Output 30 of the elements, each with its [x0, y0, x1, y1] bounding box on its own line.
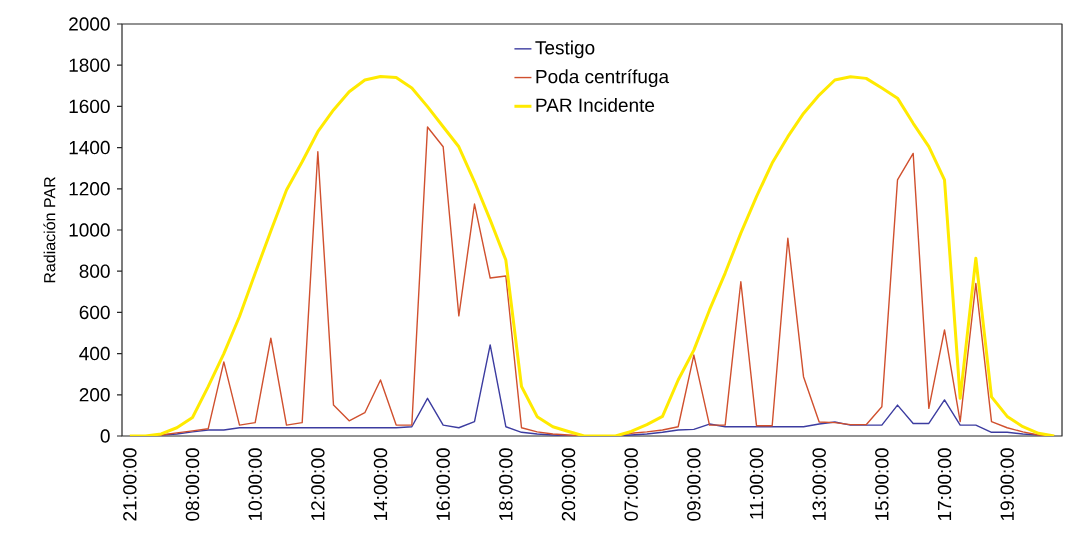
legend-label: Testigo — [535, 40, 595, 59]
y-axis-title: Radiación PAR — [43, 177, 56, 283]
x-tick-label: 07:00:00 — [624, 448, 638, 521]
y-tick-label: 1400 — [69, 140, 110, 155]
y-tick-label: 600 — [79, 305, 110, 320]
y-tick-label: 200 — [79, 388, 110, 402]
x-tick-label: 10:00:00 — [248, 448, 262, 521]
x-tick-label: 20:00:00 — [561, 448, 576, 521]
x-tick-label: 11:00:00 — [749, 448, 764, 519]
y-tick-label: 800 — [79, 264, 110, 278]
y-tick-label: 0 — [100, 429, 110, 443]
y-tick-label: 1000 — [69, 223, 110, 237]
x-tick-label: 21:00:00 — [123, 448, 137, 521]
legend-label: PAR Incidente — [536, 97, 655, 112]
x-tick-label: 15:00:00 — [875, 448, 889, 521]
x-tick-label: 18:00:00 — [499, 448, 513, 521]
x-tick-label: 13:00:00 — [812, 448, 826, 521]
y-tick-label: 400 — [79, 346, 110, 361]
x-tick-label: 09:00:00 — [687, 448, 701, 521]
x-tick-label: 17:00:00 — [937, 448, 952, 521]
y-tick-label: 2000 — [69, 17, 110, 31]
legend-label: Poda centrífuga — [536, 69, 670, 88]
x-tick-label: 12:00:00 — [311, 448, 325, 521]
y-tick-label: 1600 — [69, 99, 110, 114]
y-tick-label: 1800 — [69, 58, 110, 72]
x-tick-label: 08:00:00 — [185, 448, 200, 521]
x-tick-label: 19:00:00 — [1000, 448, 1014, 521]
y-tick-label: 1200 — [69, 182, 110, 196]
x-tick-label: 14:00:00 — [373, 448, 388, 521]
x-tick-label: 16:00:00 — [436, 448, 450, 521]
